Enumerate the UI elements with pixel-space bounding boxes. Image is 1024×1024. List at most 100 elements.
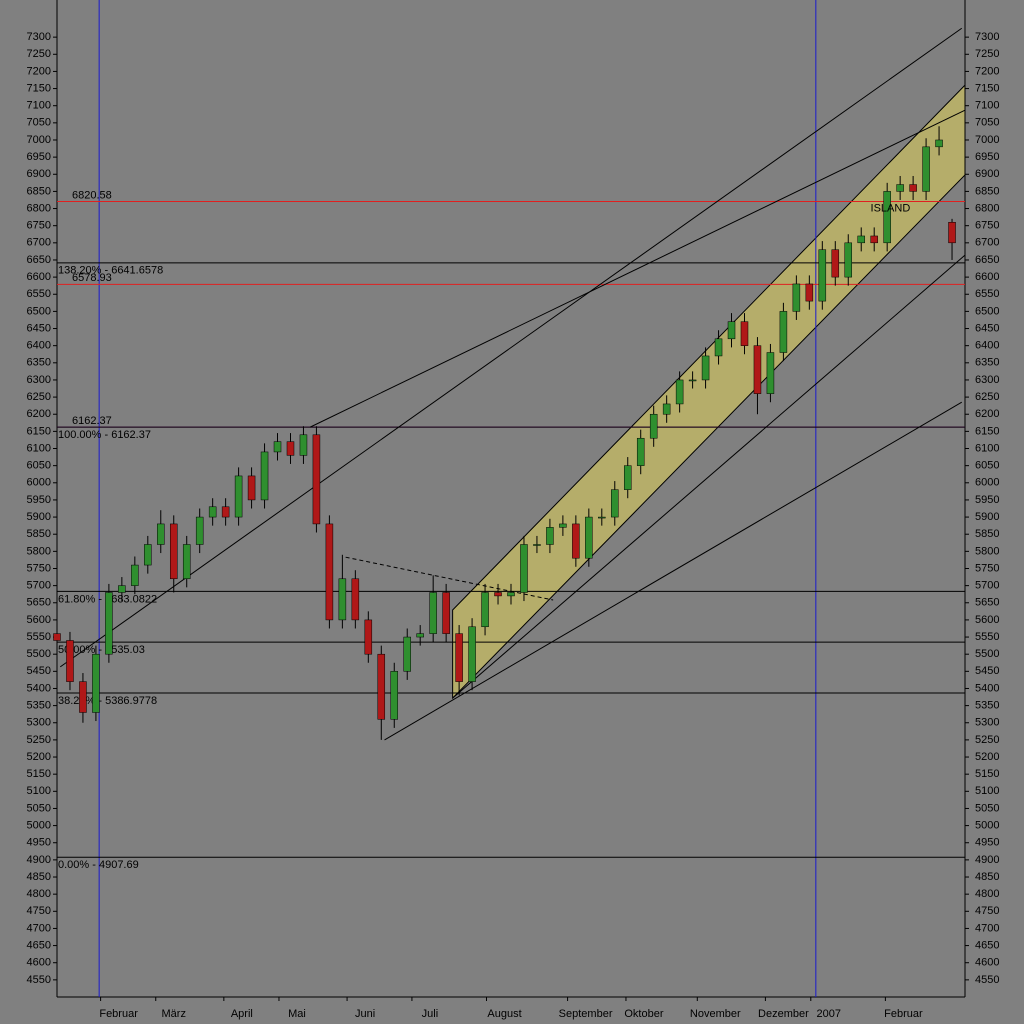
y-tick-label: 5000 bbox=[27, 820, 51, 832]
y-tick-label: 7050 bbox=[975, 117, 999, 129]
y-tick-label: 5300 bbox=[975, 717, 999, 729]
y-tick-label: 4700 bbox=[975, 922, 999, 934]
candle-body bbox=[585, 516, 593, 559]
y-tick-label: 6250 bbox=[975, 391, 999, 403]
y-tick-label: 6100 bbox=[27, 442, 51, 454]
y-tick-label: 4650 bbox=[27, 939, 51, 951]
annotation: ISLAND bbox=[871, 202, 911, 214]
candle-body bbox=[442, 592, 450, 634]
y-tick-label: 6000 bbox=[27, 477, 51, 489]
y-tick-label: 5350 bbox=[27, 700, 51, 712]
y-tick-label: 6850 bbox=[975, 185, 999, 197]
y-tick-label: 6650 bbox=[975, 254, 999, 266]
candle-body bbox=[701, 355, 710, 381]
x-tick-label: Juni bbox=[355, 1008, 375, 1020]
x-tick-label: Oktober bbox=[624, 1008, 663, 1020]
candle-body bbox=[922, 146, 930, 192]
candle-body bbox=[299, 434, 308, 456]
y-tick-label: 5550 bbox=[975, 631, 999, 643]
x-tick-label: April bbox=[231, 1008, 253, 1020]
dashed-line bbox=[345, 556, 554, 601]
y-tick-label: 4850 bbox=[975, 871, 999, 883]
candle-body bbox=[79, 681, 87, 713]
candle-body bbox=[377, 653, 386, 720]
candle-body bbox=[714, 338, 723, 357]
candle-body bbox=[948, 222, 956, 244]
candle-body bbox=[234, 475, 243, 518]
y-tick-label: 6450 bbox=[975, 322, 999, 334]
candle-body bbox=[247, 475, 256, 501]
y-tick-label: 5900 bbox=[975, 511, 999, 523]
y-tick-label: 5050 bbox=[975, 802, 999, 814]
candle-body bbox=[688, 379, 697, 382]
candle-body bbox=[221, 506, 230, 518]
candle-body bbox=[169, 523, 178, 580]
candle-body bbox=[468, 626, 476, 682]
x-tick-label: Februar bbox=[99, 1008, 138, 1020]
candle-body bbox=[131, 564, 139, 586]
candle-body bbox=[611, 489, 619, 518]
candle-body bbox=[312, 434, 321, 525]
y-tick-label: 4600 bbox=[975, 957, 999, 969]
trend-line bbox=[452, 254, 966, 699]
candle-body bbox=[182, 544, 191, 580]
y-tick-label: 5650 bbox=[975, 597, 999, 609]
candle-body bbox=[546, 527, 554, 545]
candle-body bbox=[144, 544, 152, 566]
y-tick-label: 4900 bbox=[27, 854, 51, 866]
candle-body bbox=[740, 321, 749, 346]
y-tick-label: 5950 bbox=[27, 494, 51, 506]
trend-line bbox=[309, 109, 966, 428]
y-tick-label: 5600 bbox=[975, 614, 999, 626]
x-tick-label: September bbox=[559, 1008, 613, 1020]
y-tick-label: 5600 bbox=[27, 614, 51, 626]
y-tick-label: 4750 bbox=[27, 905, 51, 917]
y-tick-label: 6050 bbox=[27, 460, 51, 472]
channel bbox=[452, 83, 966, 700]
y-tick-label: 4800 bbox=[975, 888, 999, 900]
y-tick-label: 4850 bbox=[27, 871, 51, 883]
candle-body bbox=[286, 441, 295, 456]
candle-body bbox=[559, 523, 567, 528]
x-tick-label: August bbox=[487, 1008, 521, 1020]
candle-body bbox=[273, 441, 282, 453]
candle-body bbox=[105, 592, 113, 655]
candle-body bbox=[870, 235, 878, 244]
y-tick-label: 6300 bbox=[975, 374, 999, 386]
y-tick-label: 6400 bbox=[975, 340, 999, 352]
level-label: 6162.37 bbox=[72, 415, 112, 427]
candle-body bbox=[260, 451, 269, 501]
y-tick-label: 6700 bbox=[975, 237, 999, 249]
y-tick-label: 4750 bbox=[975, 905, 999, 917]
y-tick-label: 4550 bbox=[975, 974, 999, 986]
y-tick-label: 7300 bbox=[975, 31, 999, 43]
candle-body bbox=[494, 592, 502, 597]
y-tick-label: 4800 bbox=[27, 888, 51, 900]
candle-body bbox=[338, 578, 347, 621]
y-tick-label: 6600 bbox=[27, 271, 51, 283]
y-tick-label: 7250 bbox=[975, 48, 999, 60]
candle-body bbox=[533, 544, 541, 546]
trend-line bbox=[59, 27, 963, 668]
candle-body bbox=[157, 523, 165, 545]
level-label: 100.00% - 6162.37 bbox=[58, 429, 151, 441]
y-tick-label: 6200 bbox=[27, 408, 51, 420]
y-tick-label: 5750 bbox=[975, 562, 999, 574]
candle-body bbox=[675, 379, 684, 405]
candle-body bbox=[208, 506, 217, 518]
y-tick-label: 6100 bbox=[975, 442, 999, 454]
y-tick-label: 5550 bbox=[27, 631, 51, 643]
y-tick-label: 5450 bbox=[27, 665, 51, 677]
candle-body bbox=[481, 592, 489, 628]
y-tick-label: 5200 bbox=[975, 751, 999, 763]
y-tick-label: 6150 bbox=[27, 425, 51, 437]
candle-body bbox=[66, 640, 74, 682]
y-tick-label: 6200 bbox=[975, 408, 999, 420]
y-tick-label: 4950 bbox=[27, 837, 51, 849]
y-tick-label: 6750 bbox=[27, 220, 51, 232]
y-tick-label: 5700 bbox=[27, 580, 51, 592]
x-tick-label: Mai bbox=[288, 1008, 306, 1020]
y-tick-label: 7250 bbox=[27, 48, 51, 60]
